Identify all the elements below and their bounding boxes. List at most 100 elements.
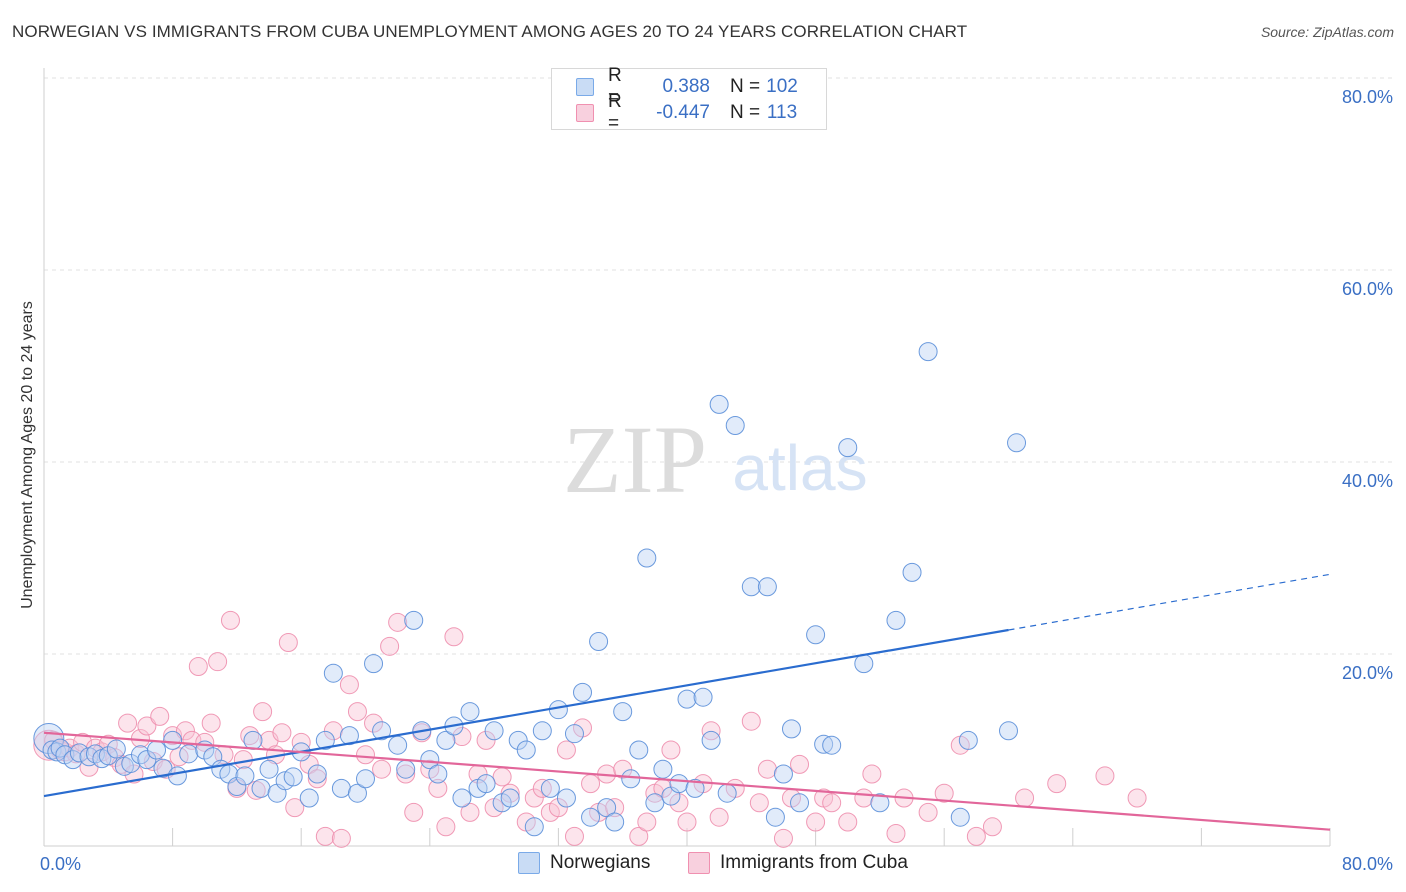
data-point: [958, 730, 978, 750]
legend-label-cuba: Immigrants from Cuba: [720, 852, 908, 873]
data-point: [717, 783, 737, 803]
data-point: [741, 711, 761, 731]
data-point: [918, 802, 938, 822]
data-point: [404, 610, 424, 630]
legend-n-value: 102: [766, 76, 798, 97]
data-point: [476, 730, 496, 750]
data-point: [283, 767, 303, 787]
data-point: [452, 788, 472, 808]
data-point: [934, 783, 954, 803]
data-point: [886, 610, 906, 630]
data-point: [428, 764, 448, 784]
data-point: [492, 767, 512, 787]
data-point: [790, 754, 810, 774]
y-tick-label: 20.0%: [1342, 663, 1393, 683]
data-point: [1127, 788, 1147, 808]
data-point: [33, 722, 65, 754]
data-point: [372, 721, 392, 741]
data-point: [581, 774, 601, 794]
data-point: [950, 807, 970, 827]
data-point: [524, 817, 544, 837]
data-point: [253, 702, 273, 722]
data-point: [1095, 766, 1115, 786]
data-point: [597, 798, 617, 818]
legend-item-cuba[interactable]: Immigrants from Cuba: [688, 852, 908, 874]
data-point: [564, 724, 584, 744]
data-point: [163, 730, 183, 750]
data-point: [201, 713, 221, 733]
data-point: [118, 713, 138, 733]
data-point: [208, 652, 228, 672]
data-point: [347, 783, 367, 803]
data-point: [806, 812, 826, 832]
data-point: [98, 746, 118, 766]
data-point: [147, 740, 167, 760]
data-point: [629, 740, 649, 760]
data-point: [524, 788, 544, 808]
data-point: [573, 682, 593, 702]
y-tick-label: 40.0%: [1342, 471, 1393, 491]
legend-item-norwegians[interactable]: Norwegians: [518, 852, 650, 874]
legend-row-cuba: R = -0.447 N = 113: [576, 91, 800, 134]
legend-swatch-norwegians: [576, 78, 594, 96]
data-point: [669, 774, 689, 794]
legend-label-norwegians: Norwegians: [550, 852, 651, 873]
data-point: [323, 663, 343, 683]
data-point: [388, 735, 408, 755]
data-point: [605, 812, 625, 832]
data-point: [790, 793, 810, 813]
trend-line-norwegians: [43, 628, 1009, 798]
data-point: [44, 730, 64, 750]
data-point: [838, 812, 858, 832]
axes: [43, 68, 1331, 847]
tick-labels: 20.0% 40.0% 60.0% 80.0% 0.0% 80.0%: [40, 87, 1393, 874]
data-point: [693, 687, 713, 707]
data-point: [886, 824, 906, 844]
data-point: [163, 726, 183, 746]
data-point: [396, 764, 416, 784]
data-point: [500, 788, 520, 808]
watermark-atlas: atlas: [732, 432, 867, 504]
data-point: [532, 778, 552, 798]
data-point: [918, 342, 938, 362]
data-point: [420, 750, 440, 770]
data-point: [709, 807, 729, 827]
data-point: [661, 740, 681, 760]
data-point: [773, 828, 793, 848]
trend-line-norwegians-extension: [1008, 573, 1331, 631]
source-label: Source: ZipAtlas.com: [1260, 24, 1394, 40]
data-point: [175, 721, 195, 741]
data-point: [757, 759, 777, 779]
y-tick-label: 60.0%: [1342, 279, 1393, 299]
data-point: [436, 730, 456, 750]
data-point: [653, 759, 673, 779]
legend-row-norwegians: R = 0.388 N = 102: [576, 65, 800, 108]
data-point: [364, 713, 384, 733]
data-point: [999, 721, 1018, 741]
data-point: [822, 735, 842, 755]
x-tick-label: 0.0%: [40, 854, 81, 874]
legend-r-value: -0.447: [656, 102, 710, 123]
data-point: [299, 788, 319, 808]
legend-r-label: R =: [608, 65, 622, 108]
data-point: [637, 548, 657, 568]
data-point: [854, 788, 874, 808]
data-point: [1007, 433, 1027, 453]
data-point: [137, 750, 157, 770]
legend-n-value: 113: [766, 102, 798, 123]
legend-swatch-norwegians: [518, 852, 540, 874]
data-point: [278, 632, 298, 652]
data-point: [629, 826, 649, 846]
data-point: [307, 769, 327, 789]
data-point: [749, 793, 769, 813]
data-point: [339, 675, 359, 695]
data-point: [621, 769, 641, 789]
data-point: [516, 740, 536, 760]
data-point: [765, 807, 785, 827]
data-point: [404, 802, 424, 822]
data-point: [484, 721, 504, 741]
data-point: [540, 778, 560, 798]
data-point: [613, 759, 633, 779]
data-point: [709, 394, 729, 414]
legend-n-label: N =: [730, 102, 761, 123]
